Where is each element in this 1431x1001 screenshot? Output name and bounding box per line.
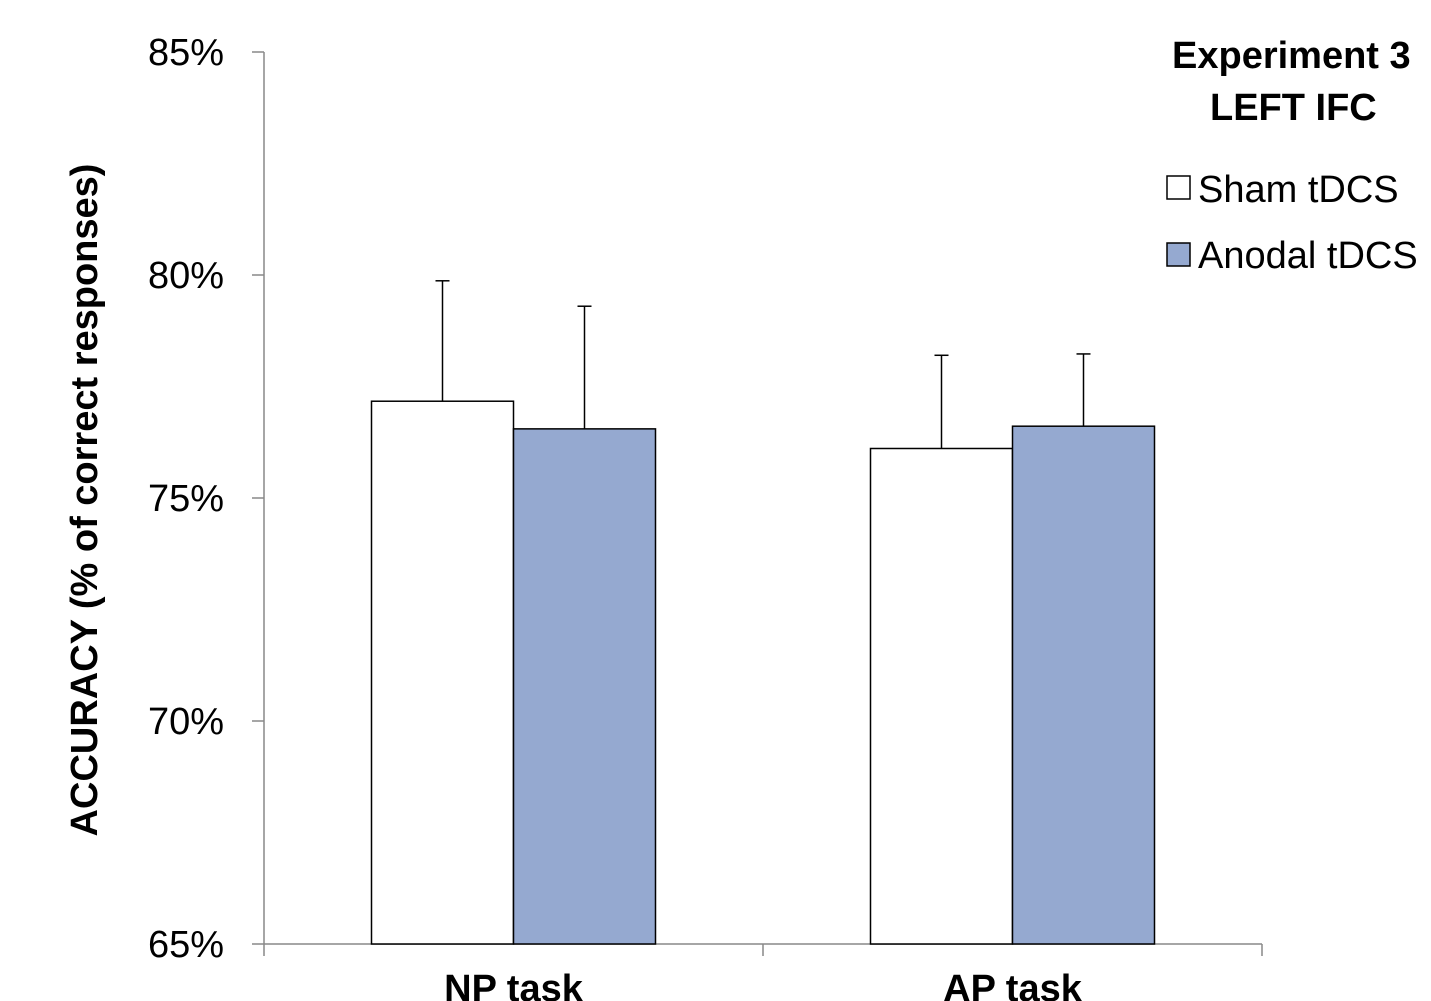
chart-title-line-1: Experiment 3 <box>1172 35 1411 77</box>
y-tick-label: 70% <box>148 701 224 743</box>
y-axis-title: ACCURACY (% of correct responses) <box>64 164 106 837</box>
chart-title-line-2: LEFT IFC <box>1210 87 1377 129</box>
category-label: NP task <box>444 968 584 1001</box>
category-labels: NP task AP task <box>444 968 1083 1001</box>
legend: Sham tDCS Anodal tDCS <box>1166 169 1418 277</box>
y-tick-label: 65% <box>148 924 224 966</box>
legend-swatch-sham <box>1166 175 1191 200</box>
bar-sham-np <box>370 400 515 945</box>
error-bars <box>435 280 1091 449</box>
chart-title: Experiment 3 LEFT IFC <box>1172 35 1411 129</box>
legend-label-sham: Sham tDCS <box>1198 169 1399 211</box>
y-tick-label: 80% <box>148 255 224 297</box>
legend-swatch-anodal <box>1166 242 1191 267</box>
legend-label-anodal: Anodal tDCS <box>1198 235 1418 277</box>
y-tick-label: 75% <box>148 478 224 520</box>
bar-anodal-np <box>512 428 657 945</box>
bar-anodal-ap <box>1011 425 1156 945</box>
bars <box>370 400 1156 945</box>
y-tick-labels: 65% 70% 75% 80% 85% <box>148 32 224 966</box>
y-tick-label: 85% <box>148 32 224 74</box>
bar-sham-ap <box>869 447 1014 945</box>
category-label: AP task <box>943 968 1083 1001</box>
